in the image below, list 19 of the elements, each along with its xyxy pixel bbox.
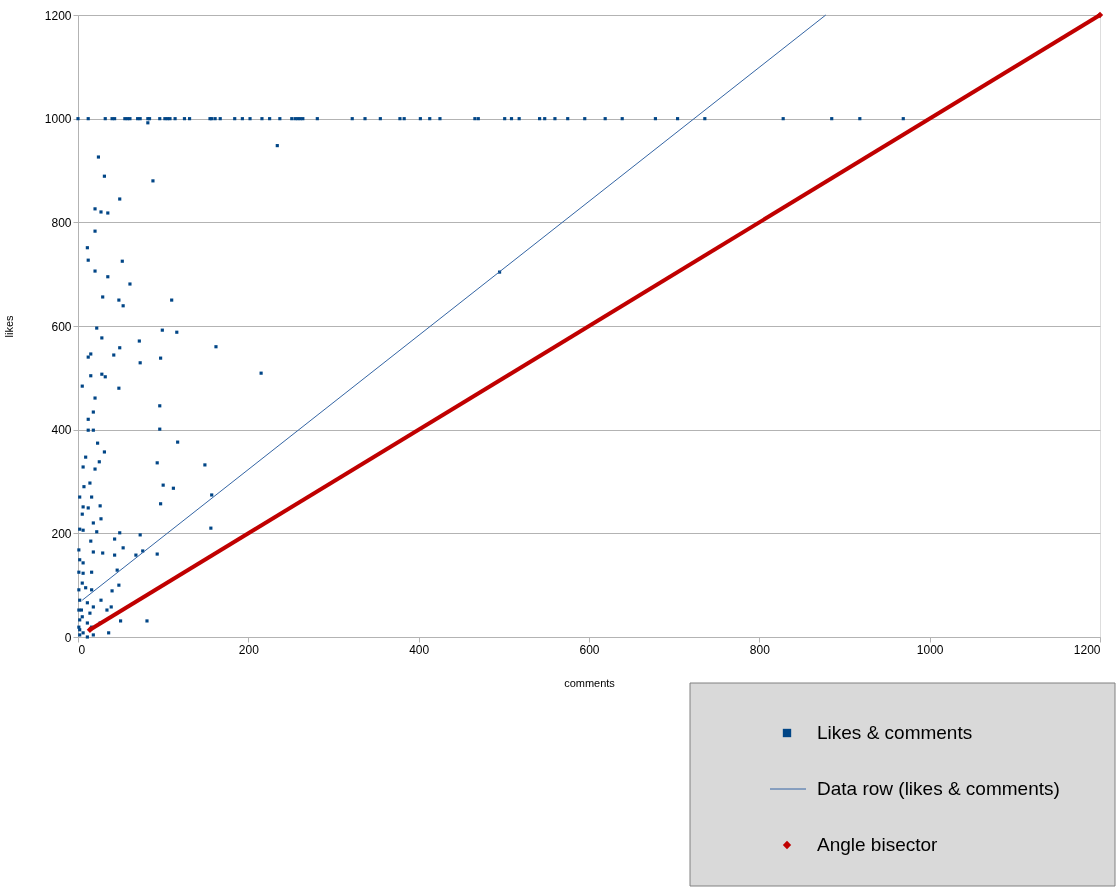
y-tick-label: 200 bbox=[51, 526, 72, 541]
x-tick-label: 1000 bbox=[916, 642, 944, 657]
x-tick-label: 0 bbox=[78, 642, 86, 657]
y-tick-label: 1000 bbox=[44, 112, 72, 127]
x-tick-label: 200 bbox=[238, 642, 260, 657]
y-tick-label: 600 bbox=[51, 319, 72, 334]
legend-label: Data row (likes & comments) bbox=[817, 778, 1060, 799]
y-tick-label: 0 bbox=[64, 630, 72, 645]
y-tick-label: 1200 bbox=[44, 8, 72, 23]
x-tick-label: 600 bbox=[579, 642, 600, 657]
y-axis-title: likes bbox=[2, 315, 15, 338]
x-tick-label: 800 bbox=[749, 642, 771, 657]
legend-label: Angle bisector bbox=[817, 834, 939, 855]
y-tick-label: 800 bbox=[51, 215, 72, 230]
legend-label: Likes & comments bbox=[817, 722, 973, 743]
x-tick-label: 400 bbox=[409, 642, 430, 657]
y-tick-label: 400 bbox=[51, 423, 72, 438]
x-tick-label: 1200 bbox=[1073, 642, 1101, 657]
x-axis-title: comments bbox=[564, 676, 616, 689]
